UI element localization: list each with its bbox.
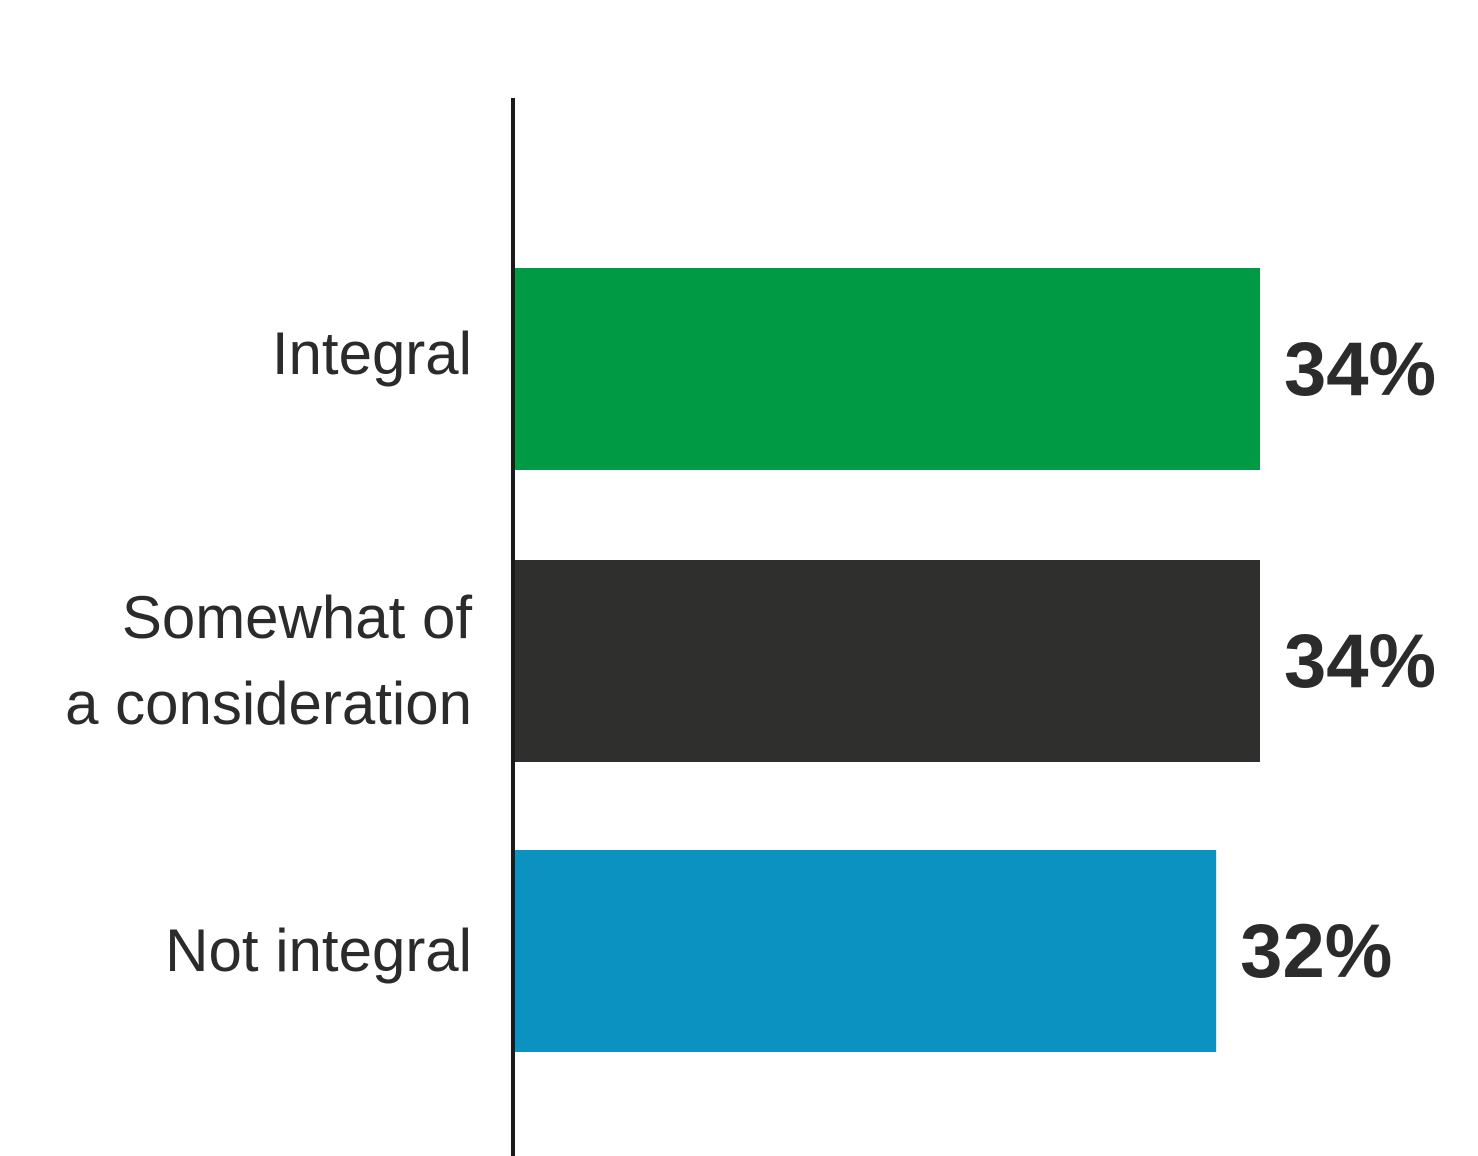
category-label-1-line-1: Integral <box>272 320 472 387</box>
bar-2 <box>515 560 1260 762</box>
value-label-3: 32% <box>1240 909 1392 994</box>
category-labels-group: Integral Somewhat of a consideration Not in… <box>65 320 472 984</box>
bar-1 <box>515 268 1260 470</box>
value-label-1: 34% <box>1284 327 1436 412</box>
bar-3 <box>515 850 1217 1052</box>
category-label-3-line-1: Not integral <box>165 917 472 984</box>
category-label-2-line-1: Somewhat of <box>122 584 473 651</box>
value-label-2: 34% <box>1284 619 1436 704</box>
category-label-2-line-2: a consideration <box>65 670 472 737</box>
bars-group <box>515 268 1260 1052</box>
value-labels-group: 34% 34% 32% <box>1240 327 1436 994</box>
